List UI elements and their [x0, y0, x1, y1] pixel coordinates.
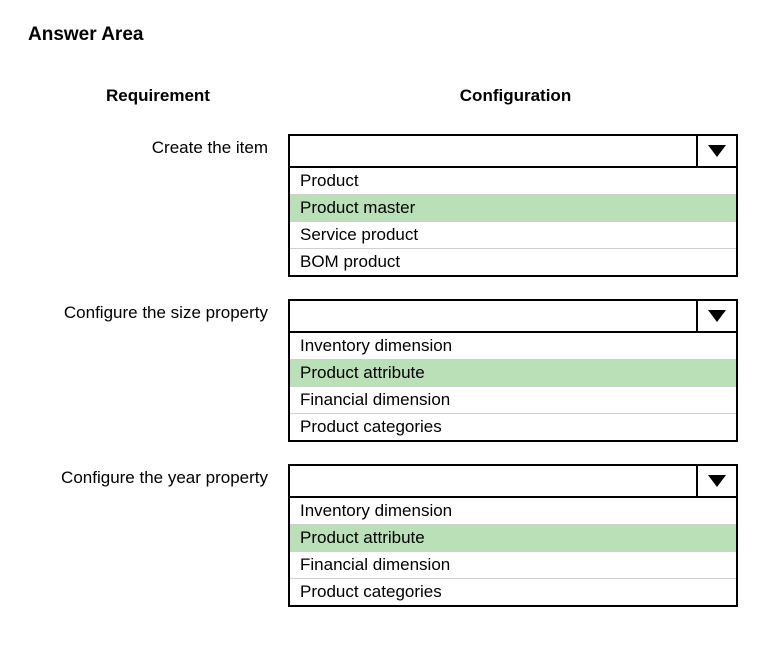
- row-label: Configure the year property: [28, 464, 288, 488]
- dropdown-option[interactable]: Inventory dimension: [290, 498, 736, 525]
- dropdown-options: Inventory dimensionProduct attributeFina…: [288, 333, 738, 442]
- dropdown-option[interactable]: Service product: [290, 222, 736, 249]
- dropdown-selected-value: [290, 301, 696, 331]
- dropdown-selected-value: [290, 136, 696, 166]
- chevron-down-icon[interactable]: [696, 136, 736, 166]
- dropdown-option[interactable]: Product attribute: [290, 525, 736, 552]
- page-title: Answer Area: [28, 24, 743, 46]
- rows-container: Create the itemProductProduct masterServ…: [28, 134, 743, 607]
- dropdown-selected-value: [290, 466, 696, 496]
- column-headers: Requirement Configuration: [28, 86, 743, 106]
- config-row: Configure the year propertyInventory dim…: [28, 464, 743, 607]
- dropdown-block: Inventory dimensionProduct attributeFina…: [288, 464, 738, 607]
- config-row: Create the itemProductProduct masterServ…: [28, 134, 743, 277]
- dropdown-option[interactable]: Inventory dimension: [290, 333, 736, 360]
- dropdown-head[interactable]: [288, 464, 738, 498]
- chevron-down-icon[interactable]: [696, 301, 736, 331]
- dropdown-option[interactable]: BOM product: [290, 249, 736, 275]
- header-configuration: Configuration: [288, 86, 743, 106]
- dropdown-block: ProductProduct masterService productBOM …: [288, 134, 738, 277]
- dropdown-option[interactable]: Product categories: [290, 579, 736, 605]
- dropdown-option[interactable]: Product attribute: [290, 360, 736, 387]
- config-row: Configure the size propertyInventory dim…: [28, 299, 743, 442]
- header-requirement: Requirement: [28, 86, 288, 106]
- row-label: Create the item: [28, 134, 288, 158]
- dropdown-head[interactable]: [288, 299, 738, 333]
- dropdown-option[interactable]: Financial dimension: [290, 552, 736, 579]
- dropdown-head[interactable]: [288, 134, 738, 168]
- row-label: Configure the size property: [28, 299, 288, 323]
- dropdown-option[interactable]: Product master: [290, 195, 736, 222]
- dropdown-option[interactable]: Financial dimension: [290, 387, 736, 414]
- dropdown-block: Inventory dimensionProduct attributeFina…: [288, 299, 738, 442]
- dropdown-options: Inventory dimensionProduct attributeFina…: [288, 498, 738, 607]
- dropdown-options: ProductProduct masterService productBOM …: [288, 168, 738, 277]
- chevron-down-icon[interactable]: [696, 466, 736, 496]
- dropdown-option[interactable]: Product categories: [290, 414, 736, 440]
- dropdown-option[interactable]: Product: [290, 168, 736, 195]
